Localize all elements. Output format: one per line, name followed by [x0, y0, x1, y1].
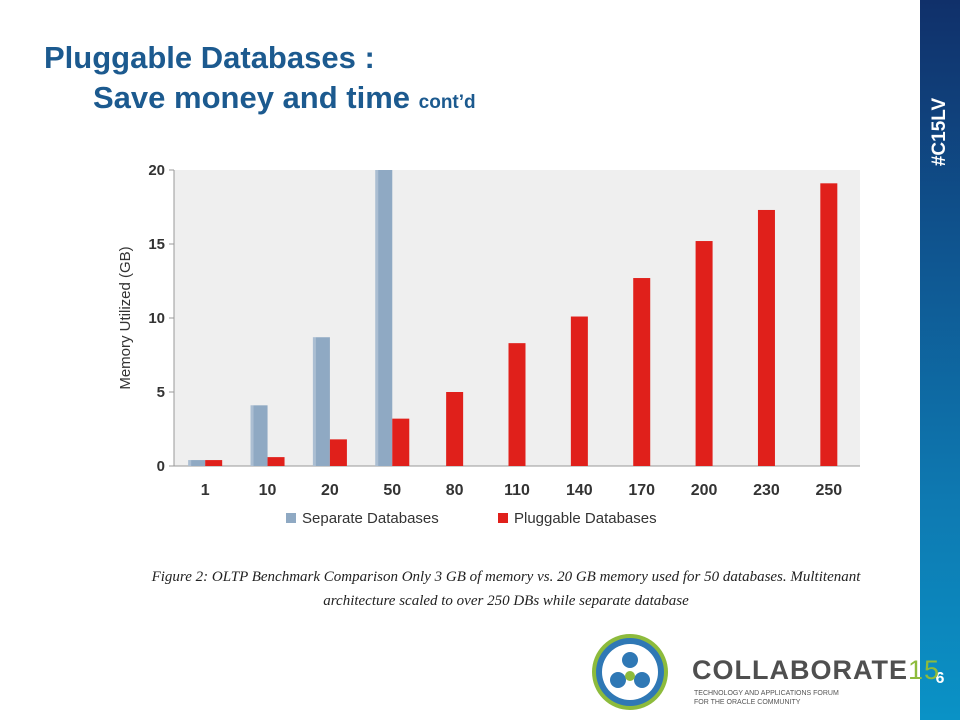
- bar-separate: [188, 460, 206, 466]
- y-tick-label: 15: [148, 236, 165, 253]
- slide-title-line1: Pluggable Databases :: [44, 40, 375, 75]
- x-tick-label: 170: [628, 482, 655, 499]
- y-tick-label: 0: [157, 458, 165, 475]
- bar-pluggable: [820, 183, 838, 466]
- bar-pluggable: [633, 278, 651, 466]
- collaborate-logo-icon: [592, 634, 668, 710]
- x-tick-label: 230: [753, 482, 780, 499]
- slide-title-line2: Save money and time cont’d: [93, 80, 476, 116]
- logo-tagline: TECHNOLOGY AND APPLICATIONS FORUM FOR THE…: [694, 689, 844, 707]
- bar-pluggable: [570, 316, 588, 466]
- bar-pluggable: [329, 439, 347, 466]
- x-tick-label: 10: [259, 482, 277, 499]
- hashtag-label: #C15LV: [926, 98, 954, 166]
- x-tick-label: 50: [383, 482, 401, 499]
- y-tick-label: 10: [148, 310, 165, 327]
- slide-title-main: Save money and time: [93, 80, 411, 115]
- x-tick-label: 110: [504, 482, 530, 499]
- bar-separate: [250, 405, 268, 466]
- sidebar-band: [920, 0, 960, 720]
- bar-separate-highlight: [312, 337, 316, 466]
- y-tick-label: 5: [157, 384, 165, 401]
- bar-separate: [312, 337, 330, 466]
- legend-label: Pluggable Databases: [514, 510, 657, 527]
- logo-tagline-line2: FOR THE ORACLE COMMUNITY: [694, 699, 801, 706]
- bar-separate-highlight: [375, 170, 379, 466]
- bar-pluggable: [757, 209, 775, 466]
- legend-label: Separate Databases: [302, 510, 439, 527]
- x-tick-label: 200: [691, 482, 718, 499]
- x-tick-label: 20: [321, 482, 339, 499]
- x-tick-label: 140: [566, 482, 593, 499]
- x-tick-label: 1: [201, 482, 210, 499]
- bar-pluggable: [508, 343, 526, 466]
- x-tick-label: 250: [815, 482, 842, 499]
- page-number: 6: [935, 670, 945, 687]
- y-tick-label: 20: [148, 162, 165, 179]
- figure-caption: Figure 2: OLTP Benchmark Comparison Only…: [151, 569, 861, 609]
- bar-pluggable: [205, 460, 223, 466]
- hashtag-text: #C15LV: [929, 97, 950, 167]
- bar-pluggable: [446, 392, 464, 466]
- logo-name-word: COLLABORATE: [692, 655, 908, 685]
- legend-swatch: [286, 513, 296, 523]
- legend-swatch: [498, 513, 508, 523]
- logo-name: COLLABORATE15: [692, 655, 940, 686]
- y-axis-label: Memory Utilized (GB): [117, 246, 134, 389]
- logo-text: COLLABORATE15 TECHNOLOGY AND APPLICATION…: [692, 655, 940, 706]
- bar-pluggable: [695, 241, 713, 466]
- x-tick-label: 80: [446, 482, 464, 499]
- bar-separate: [375, 170, 393, 466]
- slide-title-suffix: cont’d: [418, 92, 476, 113]
- bar-pluggable: [392, 418, 410, 466]
- bar-pluggable: [267, 457, 285, 466]
- logo-name-number: 15: [907, 655, 941, 685]
- logo-tagline-line1: TECHNOLOGY AND APPLICATIONS FORUM: [694, 690, 839, 697]
- bar-separate-highlight: [188, 460, 192, 466]
- bar-separate-highlight: [250, 405, 254, 466]
